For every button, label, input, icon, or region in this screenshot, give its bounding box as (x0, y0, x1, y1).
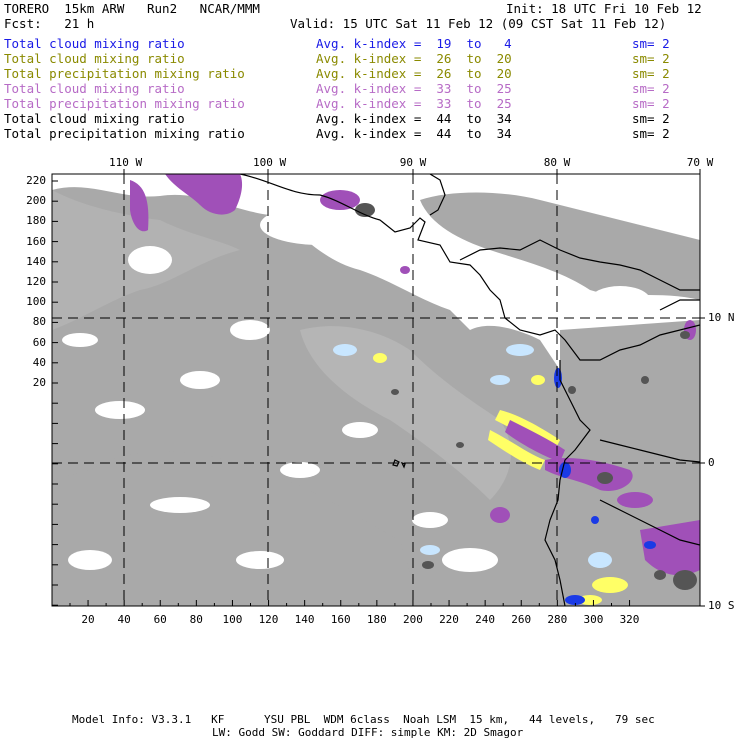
top-lon-label: 100 W (253, 156, 287, 169)
left-y-label: 200 (26, 194, 46, 208)
legend-smoothing: sm= 2 (632, 111, 670, 126)
bottom-x-label: 180 (366, 613, 387, 626)
legend-smoothing: sm= 2 (632, 36, 670, 51)
bottom-x-label: 200 (402, 613, 423, 626)
model-title: TORERO 15km ARW Run2 NCAR/MMM (4, 1, 260, 16)
bottom-x-label: 60 (153, 613, 167, 626)
legend-field-label: Total cloud mixing ratio (4, 81, 185, 96)
bottom-x-label: 100 (222, 613, 243, 626)
top-lon-label: 80 W (543, 156, 571, 169)
bottom-x-label: 140 (294, 613, 315, 626)
bottom-x-label: 300 (583, 613, 604, 626)
left-y-label: 220 (26, 174, 46, 187)
model-info: Model Info: V3.3.1 KF YSU PBL WDM 6class… (72, 713, 655, 726)
legend-kindex: Avg. k-index = 44 to 34 (316, 126, 512, 141)
top-lon-label: 90 W (399, 156, 427, 169)
precip-field-purple (130, 174, 700, 576)
left-y-label: 140 (26, 254, 46, 268)
left-y-label: 60 (32, 335, 46, 349)
bottom-x-label: 20 (81, 613, 95, 626)
left-y-label: 80 (32, 315, 46, 329)
right-lat-label: 0 (708, 456, 715, 469)
bottom-x-label: 40 (117, 613, 131, 626)
bottom-x-label: 280 (547, 613, 568, 626)
graticule (52, 174, 700, 606)
legend-kindex: Avg. k-index = 33 to 25 (316, 96, 512, 111)
legend-smoothing: sm= 2 (632, 66, 670, 81)
legend-kindex: Avg. k-index = 44 to 34 (316, 111, 512, 126)
legend-field-label: Total precipitation mixing ratio (4, 96, 245, 111)
right-lat-label: 10 N (708, 311, 735, 324)
legend-field-label: Total precipitation mixing ratio (4, 126, 245, 141)
legend-field-label: Total cloud mixing ratio (4, 111, 185, 126)
bottom-x-label: 260 (511, 613, 532, 626)
left-y-label: 40 (32, 355, 46, 369)
legend-field-label: Total cloud mixing ratio (4, 51, 185, 66)
legend-kindex: Avg. k-index = 26 to 20 (316, 51, 512, 66)
axis-ticks (52, 169, 705, 607)
right-lat-label: 10 S (708, 599, 735, 612)
bottom-x-label: 320 (619, 613, 640, 626)
legend-smoothing: sm= 2 (632, 51, 670, 66)
bottom-x-label: 80 (189, 613, 203, 626)
bottom-x-label: 240 (475, 613, 496, 626)
cloud-fields (52, 174, 700, 606)
legend-kindex: Avg. k-index = 33 to 25 (316, 81, 512, 96)
bottom-x-label: 160 (330, 613, 351, 626)
legend-smoothing: sm= 2 (632, 96, 670, 111)
cloud-field-light-blue (333, 344, 612, 568)
legend-kindex: Avg. k-index = 19 to 4 (316, 36, 512, 51)
left-y-label: 100 (26, 295, 46, 309)
left-y-label: 180 (26, 214, 46, 228)
coastlines (239, 174, 700, 606)
top-lon-label: 110 W (109, 156, 143, 169)
left-y-label: 160 (26, 234, 46, 248)
legend-field-label: Total cloud mixing ratio (4, 36, 185, 51)
valid-time: Valid: 15 UTC Sat 11 Feb 12 (09 CST Sat … (290, 16, 667, 31)
convective-cores (355, 203, 697, 590)
init-time: Init: 18 UTC Fri 10 Feb 12 (506, 1, 702, 16)
left-y-label: 20 (32, 376, 46, 389)
top-lon-label: 70 W (686, 156, 714, 169)
bottom-x-label: 120 (258, 613, 279, 626)
legend-field-label: Total precipitation mixing ratio (4, 66, 245, 81)
legend-smoothing: sm= 2 (632, 126, 670, 141)
legend-kindex: Avg. k-index = 26 to 20 (316, 66, 512, 81)
cloud-gaps (62, 205, 650, 572)
legend-smoothing: sm= 2 (632, 81, 670, 96)
plot-frame (51, 173, 701, 607)
bottom-x-label: 220 (439, 613, 459, 626)
left-y-label: 120 (26, 275, 46, 288)
forecast-hour: Fcst: 21 h (4, 16, 95, 31)
model-physics: LW: Godd SW: Goddard DIFF: simple KM: 2D… (212, 726, 524, 739)
